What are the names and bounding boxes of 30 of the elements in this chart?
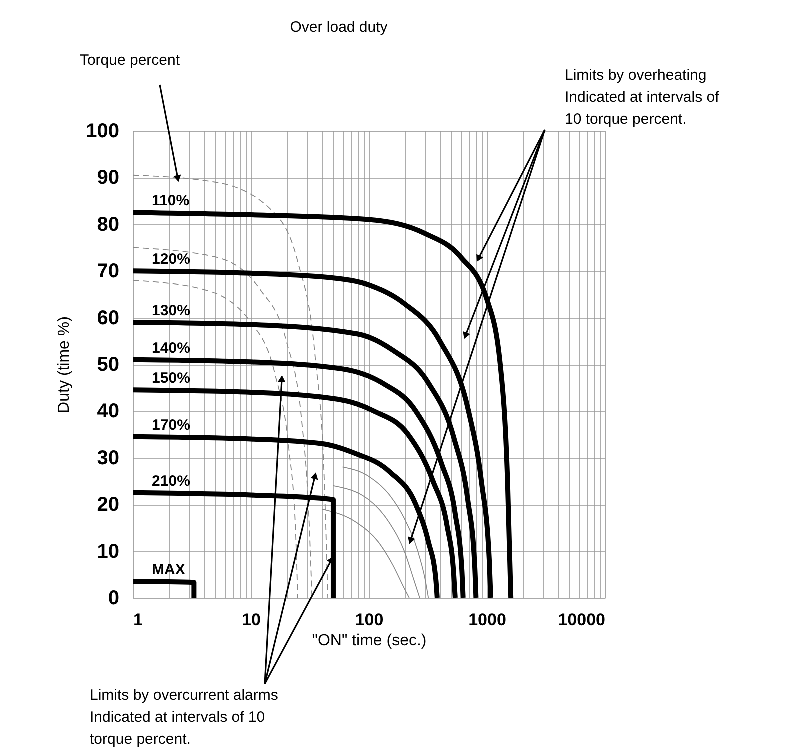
x-axis-title: "ON" time (sec.) xyxy=(312,632,427,650)
x-tick-label: 10000 xyxy=(558,610,606,630)
series-label: 130% xyxy=(152,302,190,320)
y-tick-label: 50 xyxy=(97,354,120,376)
y-tick-label: 40 xyxy=(97,400,120,423)
y-tick-label: 30 xyxy=(97,447,120,470)
y-tick-label: 100 xyxy=(86,120,120,142)
annotation: Limits by overcurrent alarms Indicated at intervals of 10 torque percent. xyxy=(90,687,278,748)
x-tick-label: 10 xyxy=(242,610,261,630)
y-tick-label: 0 xyxy=(108,588,120,610)
y-tick-label: 70 xyxy=(97,260,120,283)
y-axis-title: Duty (time %) xyxy=(56,316,74,414)
series-label: 210% xyxy=(152,472,190,490)
y-tick-label: 10 xyxy=(97,540,120,563)
y-tick-label: 80 xyxy=(97,214,120,236)
legend-label: 110% xyxy=(152,192,190,210)
text: Limits by overheating Indicated at intervals of 10 torque percent. xyxy=(565,67,720,128)
x-tick-label: 100 xyxy=(355,610,384,630)
y-tick-label: 60 xyxy=(97,307,120,330)
y-tick-label: 90 xyxy=(97,167,120,190)
series-label: 170% xyxy=(152,416,190,434)
series-label: 150% xyxy=(152,370,190,388)
series-label: 140% xyxy=(152,340,190,357)
x-tick-label: 1000 xyxy=(468,610,506,630)
series-label: MAX xyxy=(152,562,186,579)
y-tick-label: 20 xyxy=(97,494,120,516)
annotation: Torque percent xyxy=(80,52,181,69)
x-tick-label: 1 xyxy=(134,610,143,630)
series-label: 120% xyxy=(152,251,190,268)
chart-title: Over load duty xyxy=(290,19,388,36)
